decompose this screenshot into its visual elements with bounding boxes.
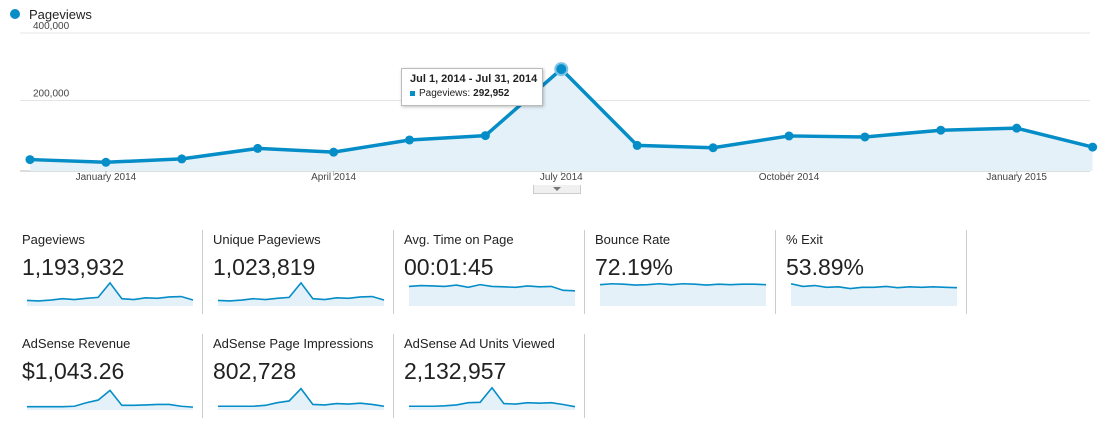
metric-card-adsense-page-impressions[interactable]: AdSense Page Impressions 802,728: [203, 334, 394, 418]
metric-label: Bounce Rate: [595, 232, 671, 247]
x-tick-label: April 2014: [311, 172, 356, 183]
x-tick-label: January 2014: [76, 172, 137, 183]
metric-label: Unique Pageviews: [213, 232, 321, 247]
x-tick-label: January 2015: [986, 172, 1047, 183]
sparkline-line: [408, 283, 576, 292]
tooltip-value: 292,952: [473, 88, 510, 99]
sparkline: [217, 281, 385, 306]
metric-card-pageviews[interactable]: Pageviews 1,193,932: [12, 230, 203, 314]
sparkline-line: [599, 282, 767, 286]
sparkline: [409, 386, 576, 410]
sparkline: [26, 281, 194, 306]
data-point: [632, 140, 642, 150]
metric-value: 72.19%: [595, 254, 674, 280]
metric-card-adsense-revenue[interactable]: AdSense Revenue $1,043.26: [12, 334, 203, 418]
metric-value: 53.89%: [786, 254, 865, 280]
sparkline-line: [26, 281, 194, 302]
sparkline-area: [409, 284, 575, 306]
metric-label: % Exit: [786, 232, 823, 247]
sparkline-area: [218, 388, 384, 410]
x-tick-label: July 2014: [540, 172, 583, 183]
sparkline: [27, 389, 194, 410]
sparkline-area: [600, 283, 766, 306]
metric-card-unique-pageviews[interactable]: Unique Pageviews 1,023,819: [203, 230, 394, 314]
sparkline: [790, 282, 958, 306]
metric-label: AdSense Revenue: [22, 336, 131, 351]
metric-label: AdSense Ad Units Viewed: [404, 336, 555, 351]
sparkline-line: [27, 389, 194, 408]
data-point: [101, 157, 111, 167]
tooltip-date: Jul 1, 2014 - Jul 31, 2014: [410, 73, 538, 85]
tooltip-series-label: Pageviews:: [419, 88, 471, 99]
tooltip-row: Pageviews: 292,952: [410, 88, 534, 99]
data-point: [1012, 123, 1022, 133]
sparkline: [218, 387, 385, 410]
data-point: [554, 62, 569, 77]
data-point: [708, 143, 718, 153]
data-point: [784, 131, 794, 141]
sparkline: [599, 282, 767, 306]
chevron-down-icon: [553, 187, 561, 191]
data-point: [25, 155, 35, 165]
y-tick-label: 200,000: [33, 89, 70, 100]
sparkline-line: [409, 386, 576, 408]
area-fill: [30, 69, 1093, 171]
metric-label: AdSense Page Impressions: [213, 336, 374, 351]
metric-value: 802,728: [213, 358, 297, 384]
chart-legend[interactable]: Pageviews: [10, 5, 92, 23]
sparkline-area: [791, 283, 957, 306]
metric-value: 1,193,932: [22, 254, 125, 280]
data-point: [253, 143, 263, 153]
chart-tooltip: Jul 1, 2014 - Jul 31, 2014 Pageviews: 29…: [401, 68, 543, 106]
data-point: [329, 147, 339, 157]
metric-card-exit[interactable]: % Exit 53.89%: [776, 230, 967, 314]
metric-card-bounce-rate[interactable]: Bounce Rate 72.19%: [585, 230, 776, 314]
sparkline-area: [27, 282, 193, 306]
y-tick-label: 400,000: [33, 21, 70, 32]
legend-label: Pageviews: [29, 6, 92, 22]
tooltip-series-square-icon: [410, 91, 415, 96]
sparkline: [408, 283, 576, 306]
metric-card-adsense-ad-units-viewed[interactable]: AdSense Ad Units Viewed 2,132,957: [394, 334, 585, 418]
metric-label: Avg. Time on Page: [404, 232, 514, 247]
data-point: [1088, 142, 1098, 152]
data-point: [405, 135, 414, 145]
pageviews-chart: 400,000 200,000 January 2014 April 2014 July…: [20, 21, 1098, 183]
sparkline-area: [218, 282, 384, 306]
metric-value: $1,043.26: [22, 358, 125, 384]
sparkline-line: [217, 281, 385, 302]
sparkline-line: [790, 282, 958, 290]
metric-label: Pageviews: [22, 232, 85, 247]
sparkline-line: [218, 387, 385, 408]
chart-resize-handle[interactable]: [533, 185, 581, 194]
metric-value: 00:01:45: [404, 254, 494, 280]
metric-value: 1,023,819: [213, 254, 316, 280]
data-point: [177, 154, 187, 164]
data-point: [480, 131, 490, 141]
x-tick-label: October 2014: [759, 172, 820, 183]
data-point: [936, 125, 946, 135]
data-point: [860, 132, 870, 142]
legend-dot-icon: [10, 9, 20, 19]
metric-card-avg-time-on-page[interactable]: Avg. Time on Page 00:01:45: [394, 230, 585, 314]
sparkline-area: [409, 387, 575, 410]
metric-value: 2,132,957: [404, 358, 507, 384]
